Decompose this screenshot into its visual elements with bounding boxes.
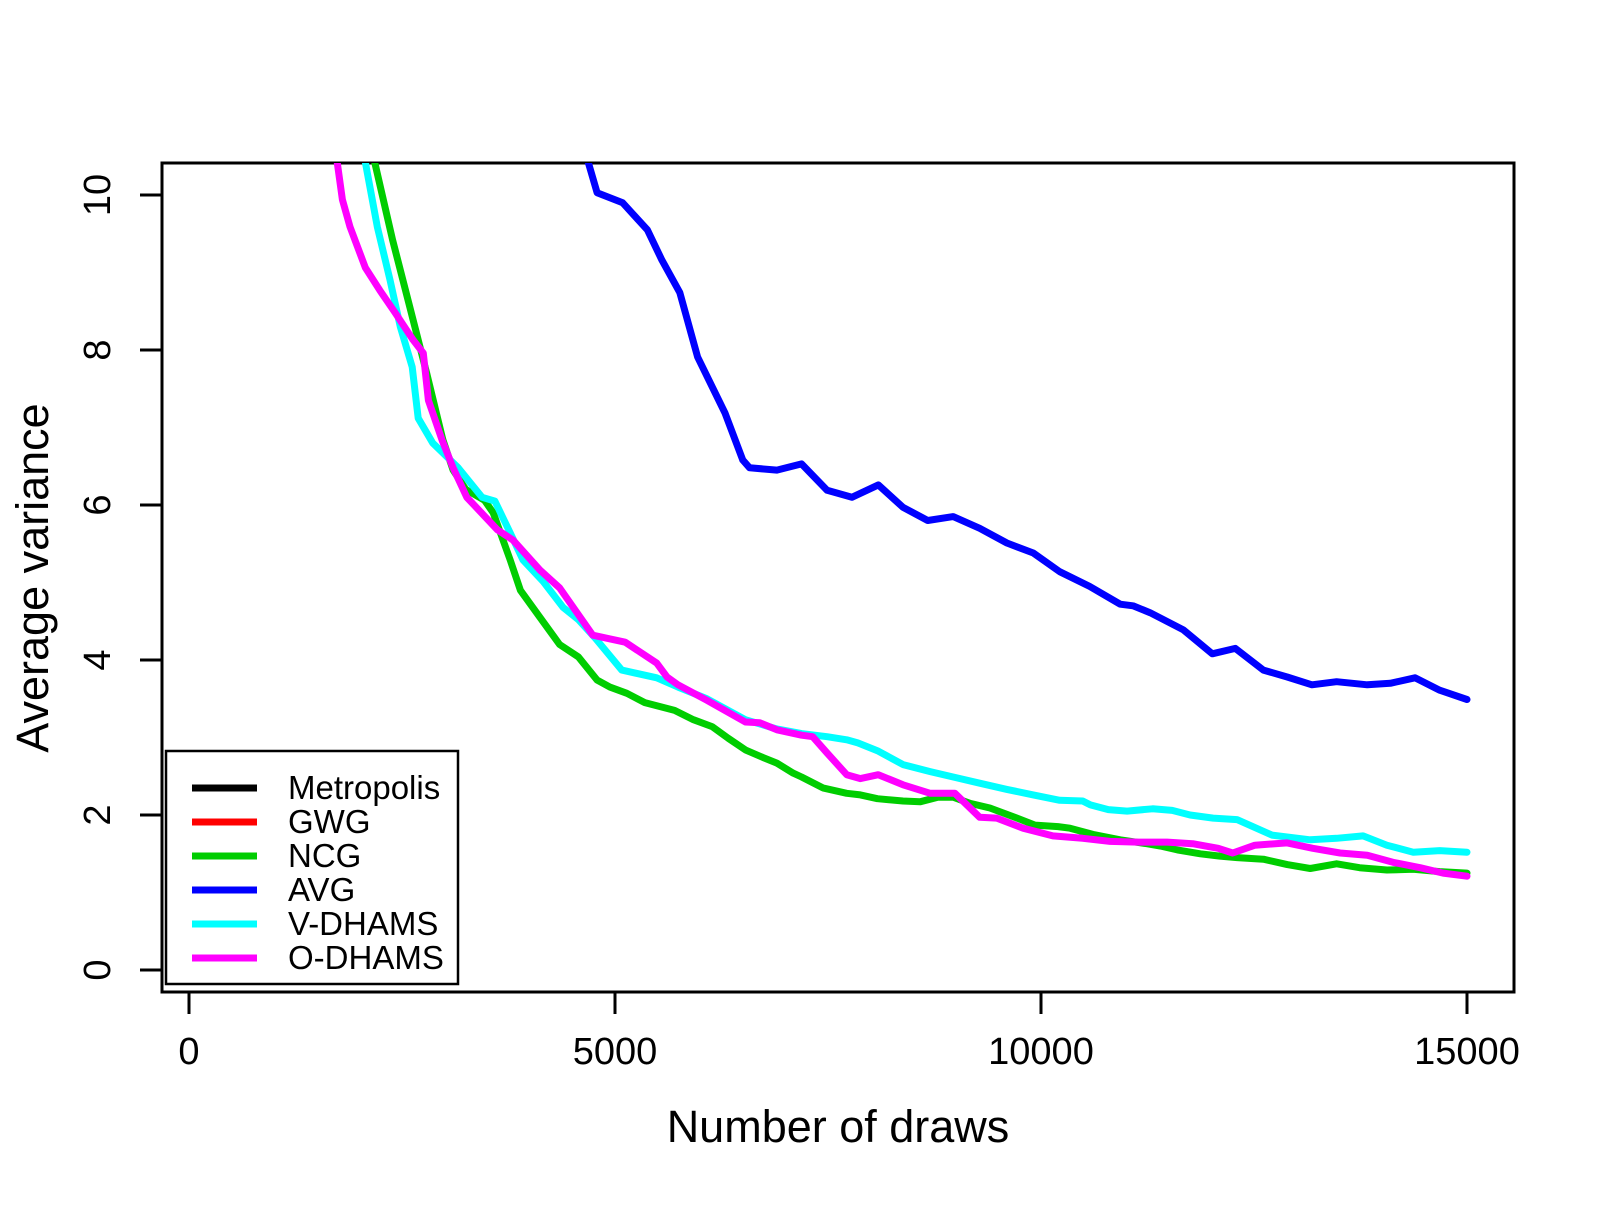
x-tick-label: 0 bbox=[178, 1031, 199, 1073]
legend-label-avg: AVG bbox=[288, 871, 355, 908]
legend-label-gwg: GWG bbox=[288, 803, 370, 840]
y-axis-title: Average variance bbox=[7, 403, 58, 752]
y-tick-label: 8 bbox=[77, 339, 119, 360]
x-tick-label: 15000 bbox=[1414, 1031, 1520, 1073]
x-axis-title: Number of draws bbox=[667, 1101, 1010, 1152]
x-axis-ticks: 0 5000 10000 15000 bbox=[178, 992, 1520, 1073]
y-tick-label: 6 bbox=[77, 494, 119, 515]
series-lines bbox=[333, 163, 1471, 880]
x-tick-label: 10000 bbox=[988, 1031, 1094, 1073]
legend-label-o-dhams: O-DHAMS bbox=[288, 939, 444, 976]
series-line-ncg bbox=[371, 163, 1471, 877]
legend-label-metropolis: Metropolis bbox=[288, 769, 440, 806]
legend-label-ncg: NCG bbox=[288, 837, 361, 874]
y-tick-label: 4 bbox=[77, 649, 119, 670]
y-tick-label: 10 bbox=[77, 174, 119, 216]
legend-item-v-dhams: V-DHAMS bbox=[192, 905, 438, 942]
legend-label-v-dhams: V-DHAMS bbox=[288, 905, 438, 942]
legend-item-o-dhams: O-DHAMS bbox=[192, 939, 444, 976]
y-tick-label: 2 bbox=[77, 804, 119, 825]
series-line-o-dhams bbox=[333, 163, 1471, 880]
legend-item-metropolis: Metropolis bbox=[192, 769, 440, 806]
series-line-avg bbox=[584, 163, 1471, 703]
plot-box bbox=[160, 161, 1516, 994]
x-tick-label: 5000 bbox=[573, 1031, 658, 1073]
y-tick-label: 0 bbox=[77, 959, 119, 980]
series-line-v-dhams bbox=[361, 163, 1471, 856]
legend-item-avg: AVG bbox=[192, 871, 355, 908]
y-axis-ticks: 0 2 4 6 8 10 bbox=[77, 174, 162, 981]
legend-item-ncg: NCG bbox=[192, 837, 361, 874]
legend-item-gwg: GWG bbox=[192, 803, 370, 840]
